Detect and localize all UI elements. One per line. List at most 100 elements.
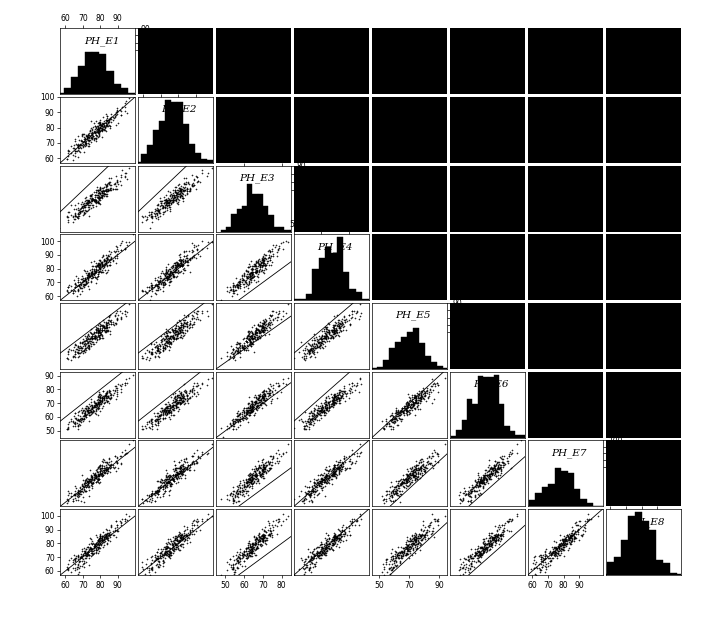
Bar bbox=[135, 162, 141, 163]
Bar bbox=[350, 289, 356, 300]
Bar bbox=[289, 230, 295, 231]
Bar bbox=[520, 435, 525, 437]
Bar bbox=[467, 399, 472, 437]
Bar bbox=[642, 521, 649, 575]
Bar bbox=[621, 540, 628, 575]
Text: PH_E6: PH_E6 bbox=[474, 379, 509, 389]
Bar bbox=[160, 121, 165, 163]
Bar bbox=[177, 102, 183, 163]
Bar bbox=[456, 429, 462, 438]
Bar bbox=[535, 493, 542, 506]
Text: PH_E5: PH_E5 bbox=[396, 311, 431, 321]
Bar bbox=[147, 145, 153, 163]
Bar bbox=[607, 562, 614, 575]
Bar bbox=[306, 294, 313, 300]
Bar bbox=[649, 530, 656, 575]
Bar bbox=[325, 247, 331, 300]
Bar bbox=[153, 130, 160, 163]
Text: PH_E3: PH_E3 bbox=[240, 173, 275, 183]
Bar bbox=[600, 574, 607, 575]
Bar bbox=[356, 292, 362, 300]
Bar bbox=[574, 489, 581, 506]
Bar bbox=[64, 88, 71, 94]
Bar bbox=[483, 378, 489, 438]
Bar bbox=[489, 378, 493, 438]
Bar bbox=[71, 78, 78, 94]
Bar bbox=[548, 484, 554, 506]
Bar bbox=[85, 52, 92, 94]
Text: PH_E8: PH_E8 bbox=[629, 517, 664, 527]
Bar bbox=[165, 100, 171, 163]
Bar bbox=[377, 368, 383, 369]
Bar bbox=[183, 124, 189, 163]
Bar bbox=[300, 299, 306, 300]
Bar bbox=[374, 299, 380, 300]
Bar bbox=[226, 227, 231, 231]
Bar bbox=[614, 557, 621, 575]
Bar bbox=[635, 512, 642, 575]
Bar bbox=[437, 366, 443, 369]
Bar bbox=[113, 84, 121, 94]
Bar bbox=[294, 299, 300, 300]
Bar bbox=[220, 230, 226, 231]
Bar bbox=[318, 258, 325, 300]
Bar bbox=[401, 338, 407, 369]
Bar bbox=[242, 206, 247, 231]
Bar bbox=[207, 161, 213, 163]
Bar bbox=[683, 574, 691, 575]
Bar bbox=[451, 436, 456, 437]
Bar bbox=[258, 194, 263, 231]
Bar bbox=[499, 404, 504, 437]
Text: PH_E4: PH_E4 bbox=[318, 242, 353, 252]
Bar bbox=[656, 560, 663, 575]
Bar bbox=[263, 206, 269, 231]
Bar bbox=[529, 501, 535, 506]
Bar bbox=[331, 253, 337, 300]
Bar bbox=[587, 503, 593, 506]
Bar bbox=[593, 574, 600, 575]
Bar bbox=[515, 435, 520, 437]
Bar bbox=[542, 487, 548, 506]
Bar bbox=[269, 215, 274, 231]
Bar bbox=[425, 356, 431, 369]
Bar bbox=[462, 420, 467, 437]
Bar bbox=[450, 368, 455, 369]
Bar bbox=[128, 92, 135, 94]
Bar bbox=[252, 194, 258, 231]
Bar bbox=[395, 342, 401, 369]
Bar bbox=[106, 71, 113, 94]
Bar bbox=[443, 368, 450, 369]
Bar bbox=[237, 209, 242, 231]
Bar bbox=[371, 368, 377, 369]
Bar bbox=[99, 54, 106, 94]
Bar bbox=[504, 426, 510, 438]
Bar bbox=[567, 473, 574, 506]
Bar bbox=[407, 332, 413, 369]
Text: PH_E7: PH_E7 bbox=[552, 448, 587, 458]
Bar bbox=[581, 499, 587, 506]
Bar bbox=[389, 348, 395, 369]
Bar bbox=[413, 328, 419, 369]
Bar bbox=[213, 161, 218, 163]
Bar bbox=[274, 227, 279, 231]
Bar bbox=[284, 230, 289, 231]
Bar bbox=[676, 574, 683, 575]
Bar bbox=[478, 376, 483, 438]
Bar bbox=[201, 159, 207, 163]
Bar bbox=[337, 238, 343, 300]
Bar bbox=[493, 375, 499, 438]
Bar bbox=[663, 563, 670, 575]
Bar bbox=[362, 299, 368, 300]
Bar bbox=[383, 360, 389, 369]
Bar bbox=[561, 471, 567, 506]
Bar bbox=[343, 272, 350, 300]
Text: PH_E2: PH_E2 bbox=[162, 105, 197, 114]
Bar bbox=[171, 102, 177, 163]
Bar bbox=[313, 269, 318, 300]
Bar bbox=[92, 52, 99, 94]
Bar bbox=[368, 299, 374, 300]
Bar bbox=[670, 573, 676, 575]
Bar bbox=[419, 342, 425, 369]
Text: PH_E1: PH_E1 bbox=[84, 36, 119, 46]
Bar bbox=[279, 228, 284, 231]
